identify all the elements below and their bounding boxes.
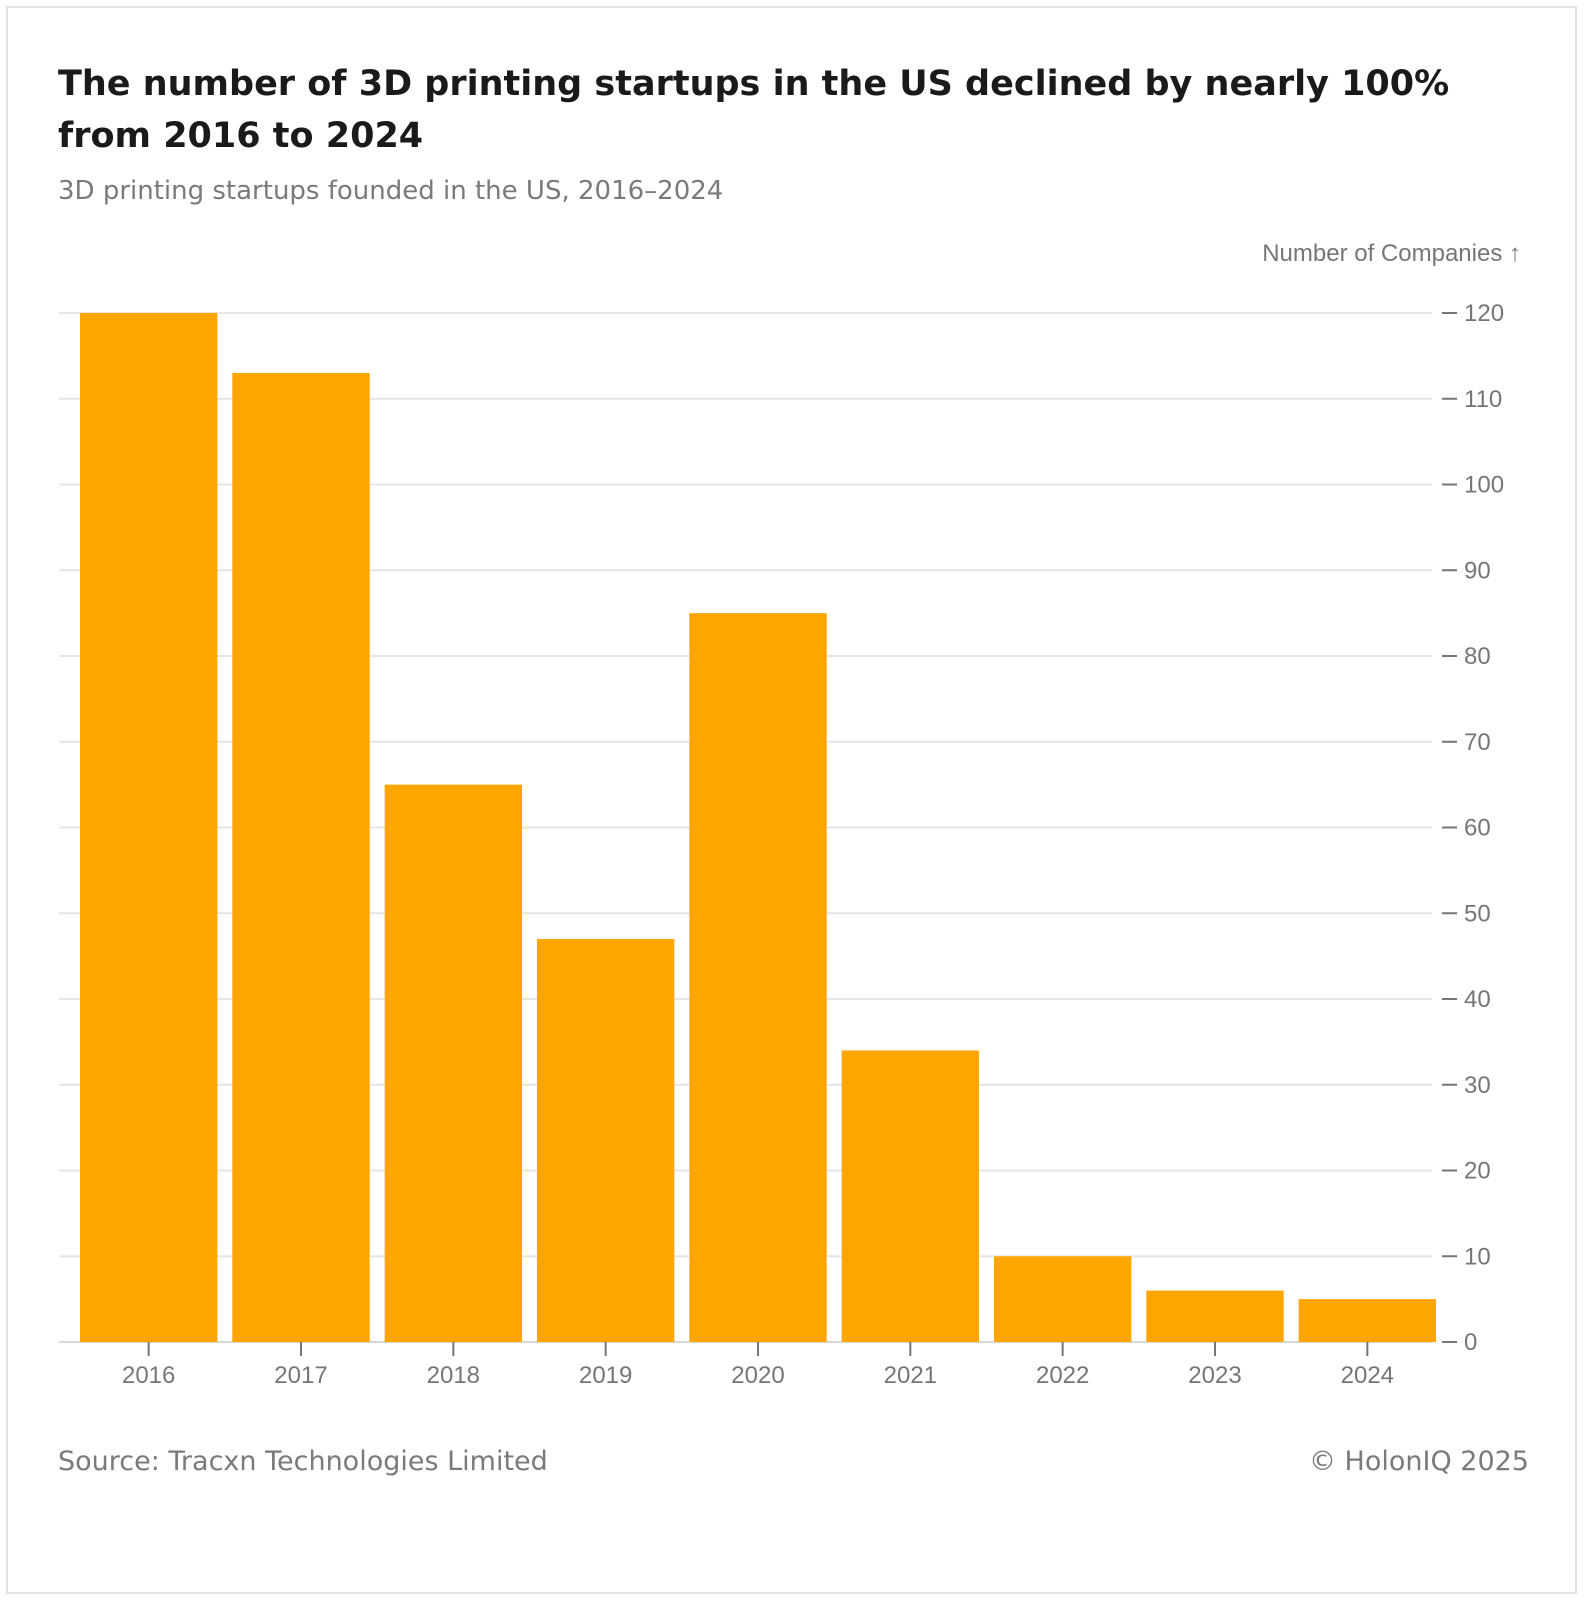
y-tick-label: 50 xyxy=(1464,900,1491,927)
y-axis-label: Number of Companies ↑ xyxy=(1262,240,1521,267)
y-tick-label: 20 xyxy=(1464,1158,1491,1185)
y-tick-label: 40 xyxy=(1464,986,1491,1013)
bar-2022 xyxy=(994,1256,1132,1342)
x-tick-label: 2016 xyxy=(122,1362,175,1389)
bar-2017 xyxy=(232,373,370,1342)
bar-2020 xyxy=(689,613,827,1342)
y-tick-label: 100 xyxy=(1464,472,1504,499)
x-tick-label: 2020 xyxy=(731,1362,784,1389)
y-tick-label: 120 xyxy=(1464,300,1504,327)
y-tick-label: 110 xyxy=(1464,386,1502,413)
y-tick-label: 10 xyxy=(1464,1243,1491,1270)
x-tick-label: 2023 xyxy=(1188,1362,1241,1389)
y-tick-label: 80 xyxy=(1464,643,1491,670)
x-tick-label: 2017 xyxy=(274,1362,327,1389)
y-tick-label: 30 xyxy=(1464,1072,1491,1099)
x-tick-label: 2024 xyxy=(1341,1362,1394,1389)
chart-frame xyxy=(6,6,1577,1594)
bar-2019 xyxy=(537,938,675,1342)
bar-2016 xyxy=(80,313,218,1342)
bar-2018 xyxy=(384,784,522,1342)
x-tick-label: 2021 xyxy=(884,1362,937,1389)
y-tick-label: 70 xyxy=(1464,729,1491,756)
y-tick-label: 60 xyxy=(1464,815,1491,842)
x-tick-label: 2018 xyxy=(427,1362,480,1389)
copyright-note: © HolonIQ 2025 xyxy=(1308,1446,1529,1477)
bar-2023 xyxy=(1146,1290,1284,1342)
chart-title: The number of 3D printing startups in th… xyxy=(58,64,1450,156)
x-tick-label: 2022 xyxy=(1036,1362,1089,1389)
chart-subtitle: 3D printing startups founded in the US, … xyxy=(58,176,724,206)
y-tick-label: 0 xyxy=(1464,1329,1477,1356)
x-tick-label: 2019 xyxy=(579,1362,632,1389)
bar-2024 xyxy=(1298,1299,1436,1342)
y-tick-label: 90 xyxy=(1464,557,1491,584)
bar-2021 xyxy=(841,1050,979,1342)
source-note: Source: Tracxn Technologies Limited xyxy=(58,1446,548,1477)
